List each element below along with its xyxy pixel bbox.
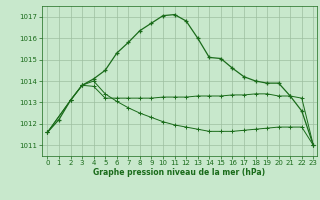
X-axis label: Graphe pression niveau de la mer (hPa): Graphe pression niveau de la mer (hPa) <box>93 168 265 177</box>
